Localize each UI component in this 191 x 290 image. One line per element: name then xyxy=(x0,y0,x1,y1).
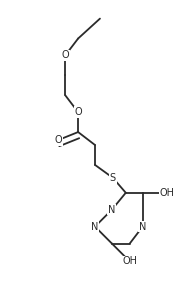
Text: O: O xyxy=(74,107,82,117)
Text: O: O xyxy=(54,135,62,145)
Text: N: N xyxy=(108,205,116,215)
Text: OH: OH xyxy=(122,256,137,267)
Text: N: N xyxy=(139,222,146,232)
Text: OH: OH xyxy=(159,188,175,198)
Text: N: N xyxy=(91,222,99,232)
Text: S: S xyxy=(110,173,116,183)
Text: O: O xyxy=(62,50,69,60)
